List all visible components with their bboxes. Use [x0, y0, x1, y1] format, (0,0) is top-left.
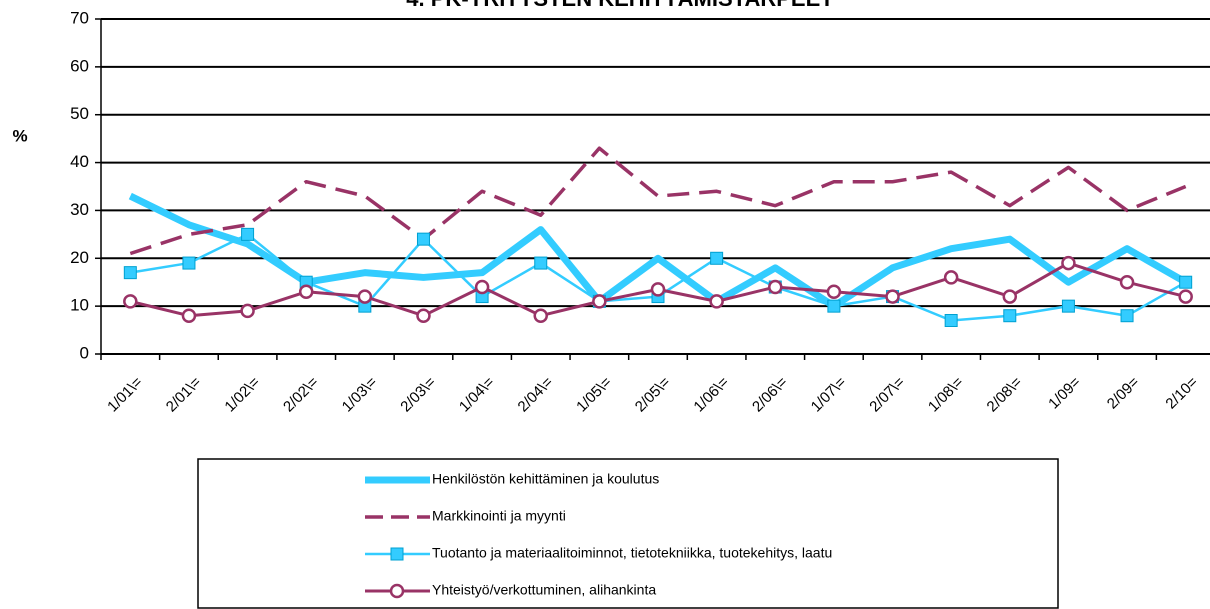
point — [1178, 289, 1193, 304]
point — [1179, 275, 1193, 289]
point — [533, 308, 548, 323]
x-tick-label: 2/10= — [1162, 373, 1201, 412]
x-tick-label: 2/07\= — [866, 373, 908, 415]
x-tick-label: 1/03\= — [339, 373, 381, 415]
y-tick-label: 30 — [70, 200, 89, 219]
x-tick-label: 2/08\= — [984, 373, 1026, 415]
point — [1119, 274, 1135, 290]
point — [1002, 289, 1018, 304]
point — [826, 284, 842, 300]
x-tick-label: 1/09= — [1045, 373, 1084, 412]
y-tick-label: 10 — [70, 296, 89, 315]
point — [827, 299, 841, 313]
y-tick-label: 70 — [70, 8, 89, 27]
point — [710, 251, 724, 265]
y-tick-label: 60 — [70, 56, 89, 75]
x-tick-label: 2/04\= — [515, 373, 557, 415]
x-tick-label: 2/06\= — [749, 373, 791, 415]
x-tick-label: 1/01\= — [104, 373, 146, 415]
legend-marker — [390, 547, 404, 561]
y-tick-label: 50 — [70, 104, 89, 123]
point — [943, 270, 959, 285]
x-tick-label: 1/05\= — [573, 373, 615, 415]
point — [181, 308, 197, 323]
point — [944, 314, 958, 327]
point — [123, 294, 138, 309]
legend-label: Tuotanto ja materiaalitoiminnot, tietote… — [432, 545, 832, 561]
x-tick-label: 2/01\= — [163, 373, 205, 415]
x-tick-label: 1/08\= — [925, 373, 967, 415]
point — [416, 232, 430, 246]
point — [182, 256, 196, 270]
legend-label: Henkilöstön kehittäminen ja koulutus — [432, 471, 659, 487]
point — [1061, 299, 1075, 313]
point — [1120, 309, 1134, 323]
x-tick-label: 2/09= — [1104, 373, 1143, 412]
point — [1061, 255, 1076, 271]
y-tick-label: 20 — [70, 248, 89, 267]
point — [1003, 309, 1017, 323]
point — [240, 303, 255, 319]
y-tick-label: 40 — [70, 152, 89, 171]
point — [650, 282, 666, 297]
point — [357, 289, 373, 304]
chart-title: 4. PK-YRITYSTEN KEHITTÄMISTARPEET — [406, 0, 834, 11]
x-tick-label: 2/03\= — [397, 373, 439, 415]
point — [474, 279, 490, 295]
x-tick-label: 1/07\= — [808, 373, 850, 415]
point — [768, 279, 783, 295]
legend-label: Yhteistyö/verkottuminen, alihankinta — [432, 582, 656, 598]
series-line — [130, 233, 1187, 322]
x-tick-label: 1/02\= — [221, 373, 263, 415]
point — [592, 294, 607, 309]
legend-label: Markkinointi ja myynti — [432, 508, 566, 524]
point — [123, 266, 137, 280]
point — [416, 308, 431, 323]
legend-marker — [389, 583, 405, 599]
y-tick-label: 0 — [80, 343, 89, 362]
x-tick-label: 2/02\= — [280, 373, 322, 415]
point — [709, 294, 724, 309]
series-line — [129, 146, 1187, 256]
point — [298, 284, 314, 300]
point — [241, 227, 255, 241]
x-tick-label: 1/04\= — [456, 373, 498, 415]
x-tick-label: 2/05\= — [632, 373, 674, 415]
y-axis-label: % — [12, 126, 27, 145]
x-tick-label: 1/06\= — [690, 373, 732, 415]
point — [885, 289, 900, 304]
point — [534, 256, 548, 270]
legend-box — [197, 458, 1059, 609]
